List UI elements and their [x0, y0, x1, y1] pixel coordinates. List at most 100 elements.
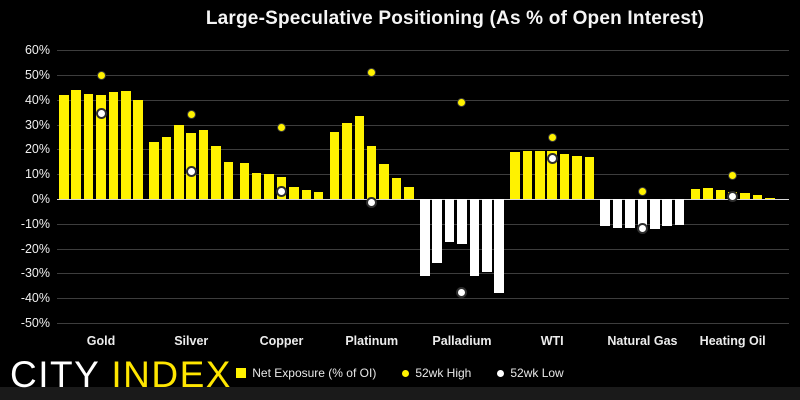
y-axis-tick-label: 30%: [24, 117, 50, 132]
y-axis-tick-label: -20%: [20, 241, 50, 256]
high-52wk-dot: [728, 170, 738, 180]
net-exposure-bar: [329, 132, 340, 199]
net-exposure-bar: [161, 137, 172, 199]
gridline: [57, 124, 789, 126]
high-52wk-dot: [637, 187, 647, 197]
gridline: [57, 75, 789, 76]
net-exposure-bar: [186, 133, 196, 199]
gridline: [57, 50, 789, 52]
low-52wk-dot: [727, 191, 739, 203]
low-52wk-dot: [275, 186, 287, 198]
chart-title: Large-Speculative Positioning (As % of O…: [205, 8, 705, 29]
net-exposure-bar: [342, 123, 352, 199]
y-axis-tick-label: 40%: [24, 92, 50, 107]
legend: Net Exposure (% of OI) 52wk High 52wk Lo…: [0, 366, 800, 380]
category-label: Palladium: [432, 334, 492, 348]
low-52wk-dot: [456, 286, 468, 298]
bottom-strip: [0, 387, 800, 400]
net-exposure-bar: [510, 151, 520, 199]
low-52wk-dot: [636, 223, 648, 235]
y-axis-tick-label: -40%: [20, 291, 50, 306]
high-52wk-dot: [367, 68, 377, 78]
net-exposure-bar: [133, 99, 143, 199]
net-exposure-bar: [264, 174, 274, 199]
net-exposure-bar: [547, 150, 557, 199]
y-axis-tick-label: -50%: [20, 316, 50, 330]
category-label: Platinum: [345, 334, 399, 348]
city-index-logo: CITY INDEX: [10, 356, 232, 394]
net-exposure-bar: [765, 197, 775, 199]
net-exposure-bar: [444, 199, 455, 243]
y-axis-tick-label: 60%: [24, 43, 50, 58]
category-label: Silver: [174, 334, 209, 348]
gridline: [57, 149, 789, 151]
net-exposure-bar: [198, 129, 209, 199]
high-52wk-dot: [457, 97, 467, 107]
net-exposure-bar: [251, 172, 262, 199]
high-52wk-dot: [276, 122, 286, 132]
net-exposure-bar: [625, 199, 635, 228]
gridline: [57, 174, 789, 176]
low-52wk-dot: [366, 197, 378, 209]
net-exposure-bar: [572, 155, 582, 199]
net-exposure-bar: [83, 93, 94, 199]
net-exposure-bar: [432, 199, 442, 264]
net-exposure-bar: [584, 156, 595, 199]
net-exposure-bar: [612, 199, 623, 228]
net-exposure-bar: [379, 164, 389, 199]
net-exposure-bar: [366, 145, 377, 199]
net-exposure-bar: [482, 199, 492, 273]
low-52wk-dot: [95, 107, 107, 119]
category-label: Gold: [86, 334, 116, 348]
legend-item-52wk-high: 52wk High: [402, 366, 471, 380]
legend-label: 52wk Low: [510, 366, 564, 380]
net-exposure-bar: [703, 187, 713, 199]
high-52wk-dot: [96, 70, 106, 80]
net-exposure-bar: [71, 89, 81, 199]
net-exposure-bar: [535, 150, 545, 199]
net-exposure-bar: [211, 145, 221, 199]
net-exposure-swatch-icon: [236, 368, 247, 378]
y-axis-tick-label: 50%: [24, 68, 50, 82]
net-exposure-bar: [149, 141, 159, 199]
low-52wk-dot: [185, 166, 197, 178]
net-exposure-bar: [96, 94, 106, 199]
net-exposure-bar: [59, 94, 69, 199]
net-exposure-bar: [650, 199, 660, 229]
net-exposure-bar: [494, 199, 504, 294]
net-exposure-bar: [301, 190, 312, 199]
net-exposure-bar: [752, 195, 763, 199]
net-exposure-bar: [289, 186, 299, 199]
gridline: [57, 323, 789, 324]
net-exposure-bar: [313, 191, 324, 199]
net-exposure-bar: [715, 190, 726, 199]
high-dot-icon: [402, 369, 410, 377]
net-exposure-bar: [108, 92, 119, 199]
category-label: Natural Gas: [607, 334, 678, 348]
net-exposure-bar: [469, 199, 480, 276]
category-label: WTI: [540, 334, 564, 348]
net-exposure-bar: [121, 91, 131, 199]
net-exposure-bar: [740, 192, 750, 199]
y-axis-tick-label: -10%: [20, 216, 50, 231]
legend-label: 52wk High: [415, 366, 472, 380]
net-exposure-bar: [690, 189, 701, 199]
net-exposure-bar: [457, 199, 467, 244]
net-exposure-bar: [420, 199, 430, 276]
net-exposure-bar: [354, 115, 365, 199]
logo-city: CITY: [10, 354, 100, 395]
high-52wk-dot: [547, 132, 557, 142]
net-exposure-bar: [223, 161, 234, 199]
net-exposure-bar: [637, 199, 648, 227]
net-exposure-bar: [404, 186, 414, 199]
legend-item-net-exposure: Net Exposure (% of OI): [236, 366, 376, 380]
category-label: Copper: [259, 334, 304, 348]
net-exposure-bar: [174, 124, 184, 199]
low-52wk-dot: [546, 152, 558, 164]
y-axis-tick-label: -30%: [20, 266, 50, 281]
net-exposure-bar: [559, 154, 570, 199]
category-label: Heating Oil: [699, 334, 766, 348]
net-exposure-bar: [239, 163, 250, 199]
y-axis-tick-label: 10%: [24, 167, 50, 182]
legend-item-52wk-low: 52wk Low: [497, 366, 564, 380]
